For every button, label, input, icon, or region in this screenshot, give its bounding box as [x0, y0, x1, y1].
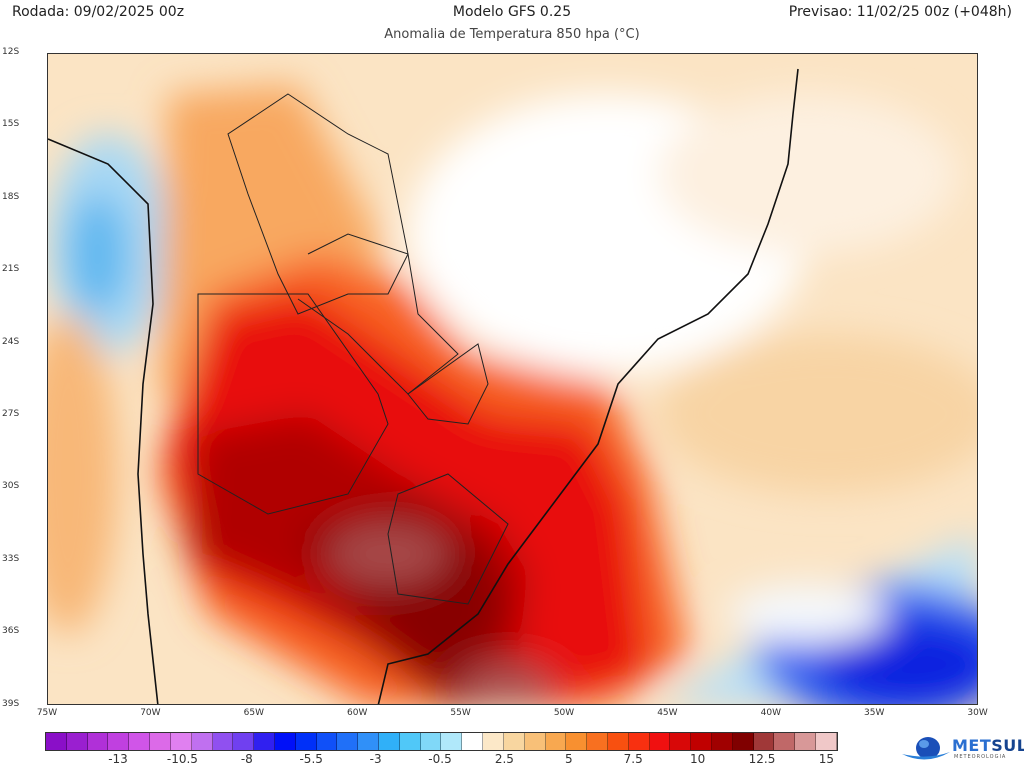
lon-label: 60W [347, 708, 368, 718]
colorbar-swatch [732, 733, 754, 750]
logo-wordmark: METSUL [952, 736, 1024, 755]
colorbar-swatch [108, 733, 130, 750]
logo-sul: SUL [991, 736, 1024, 755]
colorbar-swatch [358, 733, 379, 750]
lon-label: 50W [553, 708, 575, 718]
colorbar-swatch [420, 733, 442, 750]
colorbar-tick: -0.5 [428, 752, 452, 766]
lat-label: 27S [2, 409, 20, 419]
colorbar-swatch [233, 733, 255, 750]
model-title: Modelo GFS 0.25 [452, 4, 572, 20]
colorbar-swatch [503, 733, 525, 750]
colorbar-swatch [254, 733, 275, 750]
colorbar-swatch [316, 733, 338, 750]
anomaly-map [47, 53, 978, 705]
forecast-time-label: Previsao: 11/02/25 00z (+048h) [788, 4, 1012, 20]
metsul-logo: METSUL METEOROLOGIA [900, 736, 1024, 764]
lon-label: 40W [760, 708, 781, 718]
colorbar-swatch [649, 733, 671, 750]
colorbar-tick: -3 [369, 752, 382, 766]
globe-logo-icon [902, 737, 950, 760]
lon-label: 45W [657, 708, 678, 718]
colorbar-tick: 15 [818, 752, 835, 766]
colorbar-swatch [212, 733, 234, 750]
lat-label: 36S [2, 626, 20, 637]
colorbar-tick: 12.5 [748, 752, 776, 766]
lat-label: 21S [2, 264, 20, 275]
lat-label: 39S [2, 698, 20, 709]
colorbar-swatch [295, 733, 317, 750]
lat-label: 18S [2, 191, 20, 202]
colorbar-swatch [795, 733, 817, 750]
colorbar-swatch [816, 733, 837, 750]
map-subtitle: Anomalia de Temperatura 850 hpa (°C) [384, 27, 640, 42]
colorbar [45, 732, 838, 751]
colorbar-swatch [607, 733, 629, 750]
colorbar-tick: -13 [108, 752, 128, 766]
colorbar-swatch [524, 733, 546, 750]
colorbar-swatch [170, 733, 192, 750]
colorbar-swatch [670, 733, 692, 750]
field-blobs [48, 84, 977, 704]
colorbar-swatch [191, 733, 213, 750]
logo-met: MET [952, 736, 992, 755]
colorbar-swatch [66, 733, 88, 750]
colorbar-swatch [753, 733, 775, 750]
lat-label: 30S [2, 481, 20, 492]
colorbar-tick: 7.5 [623, 752, 643, 766]
colorbar-swatch [337, 733, 359, 750]
lat-label: 12S [2, 47, 20, 57]
colorbar-tick: -8 [240, 752, 253, 766]
colorbar-tick: 2.5 [494, 752, 514, 766]
colorbar-swatch [483, 733, 504, 750]
colorbar-tick: 5 [564, 752, 573, 766]
logo-tagline: METEOROLOGIA [954, 754, 1007, 760]
run-time-label: Rodada: 09/02/2025 00z [12, 4, 185, 20]
colorbar-swatch [712, 733, 733, 750]
colorbar-swatch [129, 733, 151, 750]
colorbar-swatch [545, 733, 567, 750]
colorbar-swatch [150, 733, 171, 750]
coastlines [48, 68, 799, 704]
lon-label: 75W [36, 708, 58, 718]
borders [197, 93, 509, 605]
colorbar-swatch [774, 733, 796, 750]
anomaly-field [48, 54, 977, 704]
colorbar-swatch [587, 733, 608, 750]
colorbar-swatch [691, 733, 712, 750]
lon-label: 70W [140, 708, 161, 718]
colorbar-swatch [379, 733, 400, 750]
lon-label: 65W [243, 708, 264, 718]
colorbar-swatch [399, 733, 421, 750]
lon-label: 35W [864, 708, 885, 718]
colorbar-tick: -10.5 [166, 752, 198, 766]
colorbar-swatch [462, 733, 484, 750]
colorbar-swatch [87, 733, 109, 750]
lon-label: 55W [450, 708, 471, 718]
colorbar-swatch [628, 733, 650, 750]
colorbar-tick: -5.5 [299, 752, 323, 766]
colorbar-swatch [441, 733, 463, 750]
lat-label: 33S [2, 553, 20, 564]
colorbar-swatch [566, 733, 588, 750]
colorbar-swatch [274, 733, 296, 750]
colorbar-tick: 10 [689, 752, 706, 766]
colorbar-swatch [46, 733, 67, 750]
lat-label: 15S [2, 119, 20, 130]
lon-label: 30W [967, 708, 988, 718]
lat-label: 24S [2, 336, 20, 347]
